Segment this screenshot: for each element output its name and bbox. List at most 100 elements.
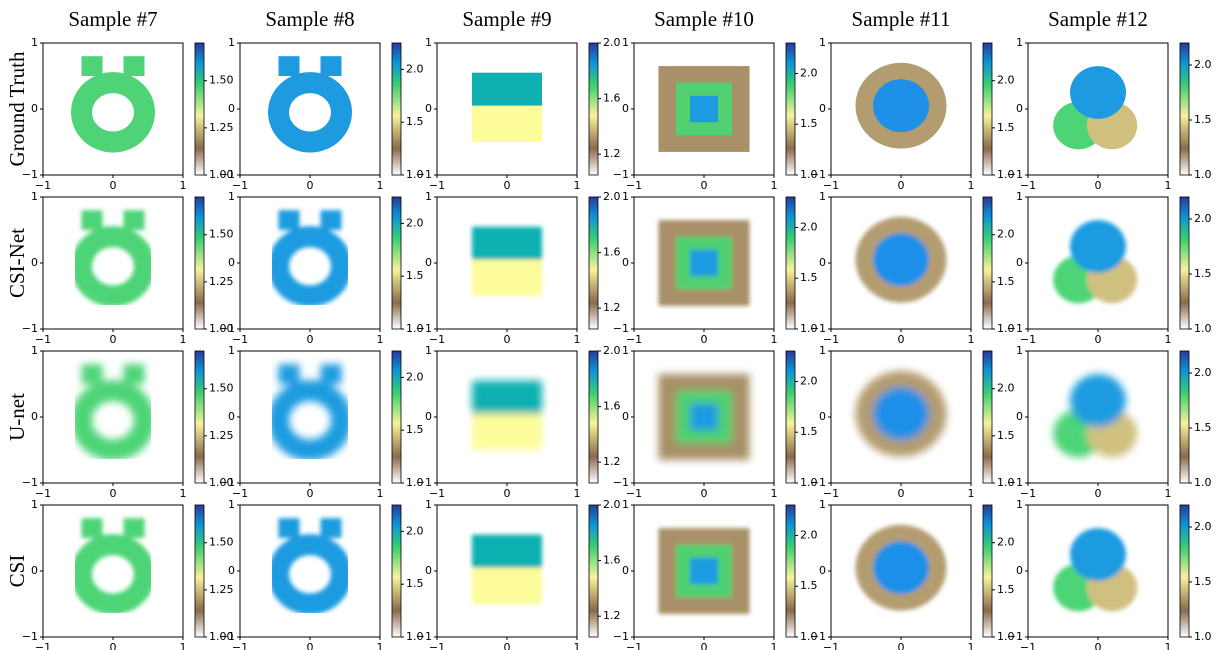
colorbar-tick-label: 1.6 [603,400,621,413]
region [321,364,342,384]
x-tick-label: 1 [771,487,778,500]
colorbar [786,351,795,483]
colorbar-tick-label: 1.50 [209,536,234,549]
image-content [472,535,542,604]
image [279,364,342,450]
colorbar [786,197,795,329]
region [873,541,929,594]
colorbar-tick-label: 1.25 [209,121,234,134]
image [472,535,542,604]
x-tick-label: 0 [307,333,314,346]
y-tick-label: −1 [613,322,629,335]
colorbar-tick-label: 2.0 [1194,58,1212,71]
y-tick-label: 0 [425,564,432,577]
x-tick-label: 0 [307,641,314,650]
y-tick-label: 0 [31,564,38,577]
region [472,260,542,296]
region [279,364,300,384]
x-tick-label: 0 [110,487,117,500]
region [472,381,542,414]
image [82,210,145,296]
region [472,414,542,450]
x-tick-label: 1 [377,179,384,192]
colorbar-tick-label: 1.5 [1194,575,1212,588]
x-tick-label: 1 [574,333,581,346]
region [82,83,145,142]
image-content [856,217,947,303]
y-tick-label: −1 [219,322,235,335]
x-tick-label: 1 [968,641,975,650]
region [279,391,342,450]
image [472,73,542,142]
x-tick-label: 0 [307,487,314,500]
colorbar [195,197,204,329]
image [279,210,342,296]
y-tick-label: 1 [31,190,38,203]
region [690,250,718,276]
x-tick-label: 0 [1095,333,1102,346]
region [690,404,718,430]
x-tick-label: 0 [701,179,708,192]
region [321,518,342,538]
y-tick-label: −1 [22,476,38,489]
region [321,210,342,230]
image-content [659,66,750,152]
x-tick-label: 0 [110,641,117,650]
colorbar [392,197,401,329]
colorbar-tick-label: 2.0 [800,220,818,233]
colorbar [786,505,795,637]
y-tick-label: −1 [416,322,432,335]
y-tick-label: 1 [425,344,432,357]
y-tick-label: 0 [425,256,432,269]
y-tick-label: 1 [622,190,629,203]
image-content [659,374,750,460]
colorbar [983,505,992,637]
region [82,518,103,538]
y-tick-label: −1 [613,168,629,181]
y-tick-label: 1 [31,36,38,49]
x-tick-label: 1 [1165,641,1172,650]
colorbar [589,351,598,483]
colorbar-tick-label: 2.0 [997,382,1015,395]
y-tick-label: 0 [1016,102,1023,115]
x-tick-label: 1 [180,179,187,192]
region [279,237,342,296]
y-tick-label: 0 [819,102,826,115]
colorbar-tick-label: 1.6 [603,92,621,105]
x-tick-label: 1 [1165,333,1172,346]
y-tick-label: 1 [228,36,235,49]
y-tick-label: 0 [425,410,432,423]
y-tick-label: −1 [810,630,826,643]
y-tick-label: 0 [228,102,235,115]
image [1053,220,1137,303]
colorbar-tick-label: 1.6 [603,246,621,259]
colorbar-tick-label: 2.0 [603,190,621,203]
y-tick-label: 0 [1016,410,1023,423]
colorbar-tick-label: 1.5 [997,429,1015,442]
y-tick-label: 1 [425,36,432,49]
y-tick-label: 0 [819,256,826,269]
column-title: Sample #12 [1048,7,1148,31]
image-content [279,364,342,450]
colorbar-tick-label: 1.25 [209,275,234,288]
region [124,518,145,538]
colorbar-tick-label: 2.0 [997,74,1015,87]
y-tick-label: 0 [1016,564,1023,577]
colorbar [983,43,992,175]
colorbar-tick-label: 2.0 [406,62,424,75]
image-content [82,518,145,604]
x-tick-label: 0 [898,179,905,192]
region [321,56,342,76]
colorbar-tick-label: 2.0 [800,528,818,541]
y-tick-label: 1 [228,344,235,357]
image [856,63,947,149]
x-tick-label: 0 [307,179,314,192]
colorbar [589,43,598,175]
region [472,568,542,604]
axes-frame [43,197,183,329]
image-content [856,63,947,149]
x-tick-label: 0 [898,333,905,346]
image [1053,374,1137,457]
y-tick-label: 0 [622,410,629,423]
region [873,233,929,286]
